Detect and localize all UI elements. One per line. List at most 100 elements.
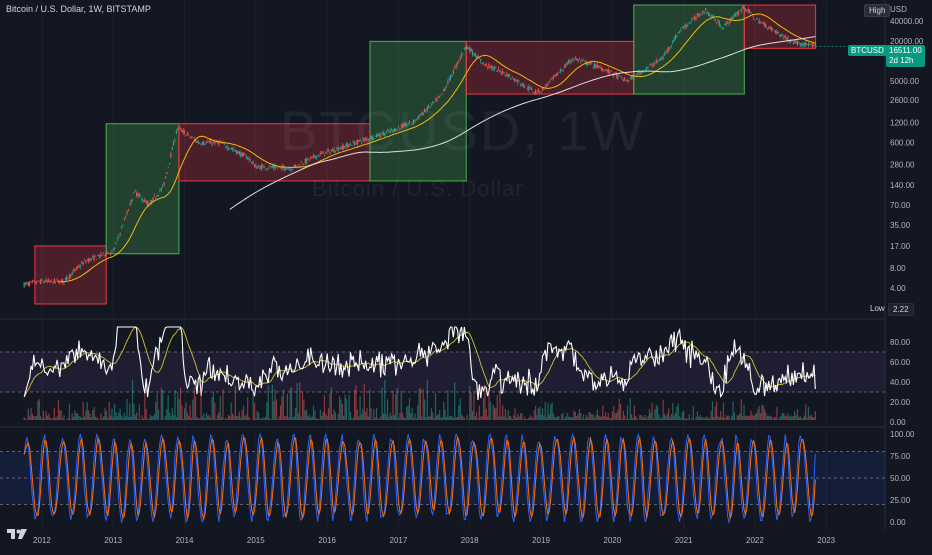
candle-body xyxy=(583,60,584,61)
currency-label[interactable]: USD xyxy=(890,5,907,14)
candle-body xyxy=(395,129,396,131)
volume-bar xyxy=(567,413,568,420)
candle-body xyxy=(67,278,68,279)
candle-body xyxy=(92,257,93,258)
volume-bar xyxy=(414,413,415,420)
candle-body xyxy=(491,66,492,68)
volume-bar xyxy=(273,401,274,420)
volume-bar xyxy=(58,400,59,420)
volume-bar xyxy=(191,418,192,420)
volume-bar xyxy=(420,388,421,420)
candle-body xyxy=(724,24,725,25)
candle-body xyxy=(753,19,754,20)
candle-body xyxy=(690,23,691,24)
volume-bar xyxy=(328,408,329,420)
volume-bar xyxy=(608,413,609,420)
volume-bar xyxy=(697,411,698,420)
candle-body xyxy=(231,148,232,149)
candle-body xyxy=(671,46,672,47)
volume-bar xyxy=(562,413,563,420)
candle-body xyxy=(342,145,343,149)
volume-bar xyxy=(798,417,799,420)
candle-body xyxy=(55,281,56,282)
volume-bar xyxy=(87,402,88,420)
volume-bar xyxy=(771,416,772,420)
volume-bar xyxy=(443,402,444,420)
volume-bar xyxy=(513,415,514,420)
volume-bar xyxy=(268,386,269,420)
low-marker-value: 2.22 xyxy=(888,303,914,316)
candle-body xyxy=(735,14,736,17)
volume-bar xyxy=(464,418,465,420)
candle-body xyxy=(401,125,402,127)
tradingview-logo-icon[interactable] xyxy=(6,527,28,541)
volume-bar xyxy=(724,418,725,420)
candle-body xyxy=(649,65,650,66)
candle-body xyxy=(403,123,404,127)
candle-body xyxy=(424,109,425,112)
volume-bar xyxy=(416,418,417,420)
candle-body xyxy=(369,139,370,140)
candle-body xyxy=(32,281,33,282)
volume-bar xyxy=(594,418,595,420)
candle-body xyxy=(397,129,398,131)
candle-body xyxy=(561,70,562,71)
candle-body xyxy=(258,166,259,167)
candle-body xyxy=(523,83,524,87)
volume-bar xyxy=(676,407,677,420)
candle-body xyxy=(815,44,816,45)
candle-body xyxy=(698,14,699,18)
candle-body xyxy=(801,44,802,46)
volume-bar xyxy=(453,418,454,420)
candle-body xyxy=(206,142,207,143)
candle-body xyxy=(475,54,476,57)
candle-body xyxy=(417,117,418,118)
candle-body xyxy=(720,26,721,27)
candle-body xyxy=(137,194,138,197)
candle-body xyxy=(683,28,684,29)
candle-body xyxy=(273,165,274,168)
candle-body xyxy=(386,132,387,134)
candle-body xyxy=(727,22,728,23)
candle-body xyxy=(391,129,392,130)
volume-bar xyxy=(368,417,369,420)
year-tick-label: 2015 xyxy=(247,536,265,545)
volume-bar xyxy=(569,417,570,420)
volume-bar xyxy=(472,411,473,420)
candle-body xyxy=(743,6,744,9)
volume-bar xyxy=(358,416,359,420)
volume-bar xyxy=(765,413,766,420)
candle-body xyxy=(135,190,136,191)
last-price-value: 16511.00 xyxy=(889,46,922,56)
volume-bar xyxy=(233,416,234,420)
symbol-legend[interactable]: Bitcoin / U.S. Dollar, 1W, BITSTAMP xyxy=(6,4,151,14)
volume-bar xyxy=(306,410,307,420)
candle-body xyxy=(480,60,481,62)
candle-body xyxy=(47,281,48,282)
volume-bar xyxy=(743,405,744,420)
candle-body xyxy=(757,19,758,20)
volume-bar xyxy=(653,419,654,420)
candle-body xyxy=(207,141,208,143)
volume-bar xyxy=(675,413,676,420)
volume-bar xyxy=(222,389,223,420)
volume-bar xyxy=(642,417,643,420)
volume-bar xyxy=(205,418,206,420)
volume-bar xyxy=(196,417,197,420)
candle-body xyxy=(494,67,495,69)
volume-bar xyxy=(512,419,513,420)
volume-bar xyxy=(663,400,664,420)
volume-bar xyxy=(291,387,292,420)
candle-body xyxy=(225,147,226,148)
volume-bar xyxy=(325,413,326,420)
candle-body xyxy=(347,143,348,147)
candle-body xyxy=(314,156,315,158)
price-tick-label: 4.00 xyxy=(890,284,906,293)
volume-bar xyxy=(731,416,732,420)
volume-bar xyxy=(96,417,97,420)
candle-body xyxy=(453,71,454,74)
candle-body xyxy=(349,145,350,147)
